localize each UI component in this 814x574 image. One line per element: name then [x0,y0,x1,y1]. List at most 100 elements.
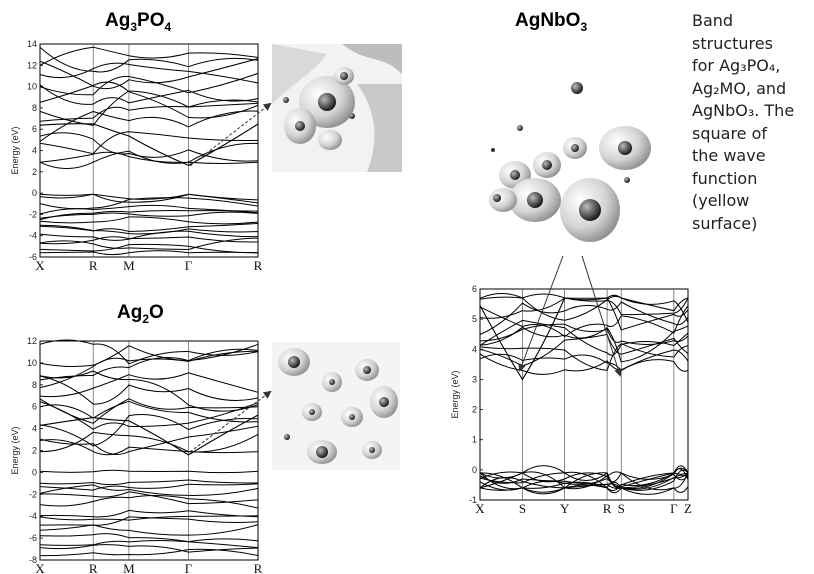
valence-band [39,243,259,254]
caption-line: the wave [692,146,766,165]
y-axis-label: Energy (eV) [450,370,460,418]
conduction-band [39,348,259,381]
conduction-band [39,46,259,66]
y-tick-label: 2 [32,446,37,456]
valence-band [39,516,259,526]
wavefunction-image-ag2o [272,342,400,470]
conduction-band [39,439,259,456]
caption-line: for Ag₃PO₄, [692,56,781,75]
valence-band [39,224,259,235]
wavefunction-image-agnbo3 [489,82,651,242]
y-tick-label: -1 [469,495,477,505]
band-lines [39,339,259,557]
kpoint-label: S [519,501,526,516]
caption-line: surface) [692,213,758,233]
kpoint-label: X [475,501,485,516]
y-tick-label: 1 [472,435,477,445]
y-tick-label: 6 [32,124,37,134]
conduction-band [479,319,689,356]
conduction-band [479,301,689,335]
conduction-band [39,343,259,368]
y-tick-label: -4 [29,231,37,241]
y-tick-label: 8 [32,380,37,390]
valence-band [39,495,259,509]
conduction-band-minimum [39,414,259,456]
kpoint-label: R [89,561,98,574]
kpoint-label: Γ [185,561,193,574]
valence-band [39,544,259,553]
y-tick-label: 10 [27,358,37,368]
kpoint-label: X [35,258,45,273]
y-tick-label: 8 [32,103,37,113]
y-tick-label: -2 [29,209,37,219]
y-tick-label: 10 [27,82,37,92]
conduction-band [479,353,689,372]
y-tick-label: 5 [472,314,477,324]
valence-band [39,540,259,549]
caption-line: square of [692,123,768,143]
valence-band [479,472,689,489]
kpoint-label: Γ [185,258,193,273]
conduction-band [39,339,259,365]
y-tick-label: 12 [27,336,37,346]
y-tick-label: 4 [32,424,37,434]
valence-band [39,222,259,233]
conduction-band [39,99,259,122]
valence-band [39,484,259,496]
conduction-band [39,372,259,398]
conduction-band-minimum [479,294,689,381]
wavefunction-image-ag3po4 [272,44,402,172]
plot-frame [479,288,689,501]
kpoint-label: R [254,258,263,273]
y-tick-label: 6 [472,284,477,294]
caption-line: (yellow [692,191,750,210]
title-agnbo3: AgNbO3 [515,10,588,34]
conduction-band [479,325,689,363]
valence-band [39,211,259,219]
arrow-agnbo3-right [581,255,622,377]
valence-band [39,509,259,518]
valence-band [39,491,259,505]
arrow-agnbo3-left [518,255,564,372]
conduction-band [39,150,259,170]
y-tick-label: 4 [32,146,37,156]
kpoint-label: M [123,258,135,273]
y-axis-label: Energy (eV) [10,126,20,174]
y-tick-label: 4 [472,344,477,354]
conduction-band [39,131,259,155]
conduction-band [39,398,259,424]
caption-line: function [692,168,758,188]
kpoint-label: Z [684,501,692,516]
valence-band [39,230,259,241]
arrow-ag3po4 [189,102,272,167]
y-tick-label: 2 [32,167,37,177]
y-tick-label: 3 [472,374,477,384]
y-tick-label: 12 [27,60,37,70]
y-tick-label: -6 [29,252,37,262]
band-lines [39,46,259,256]
valence-band [39,533,259,543]
conduction-band-minimum [39,123,259,167]
title-ag2o: Ag2O [117,302,164,326]
conduction-band [479,323,689,345]
arrow-ag2o [189,390,272,453]
valence-band [39,209,259,221]
conduction-band [39,132,259,162]
band-lines [479,292,689,495]
valence-band [479,471,689,490]
y-tick-label: -6 [29,533,37,543]
valence-band [39,193,259,201]
valence-band [39,479,259,486]
valence-band [39,515,259,521]
kpoint-label: Γ [670,501,678,516]
kpoint-label: R [603,501,612,516]
conduction-band [39,400,259,423]
conduction-band [39,90,259,126]
conduction-band [39,431,259,453]
kpoint-label: M [123,561,135,574]
valence-band [39,524,259,536]
y-tick-label: -8 [29,555,37,565]
y-axis-label: Energy (eV) [10,426,20,474]
